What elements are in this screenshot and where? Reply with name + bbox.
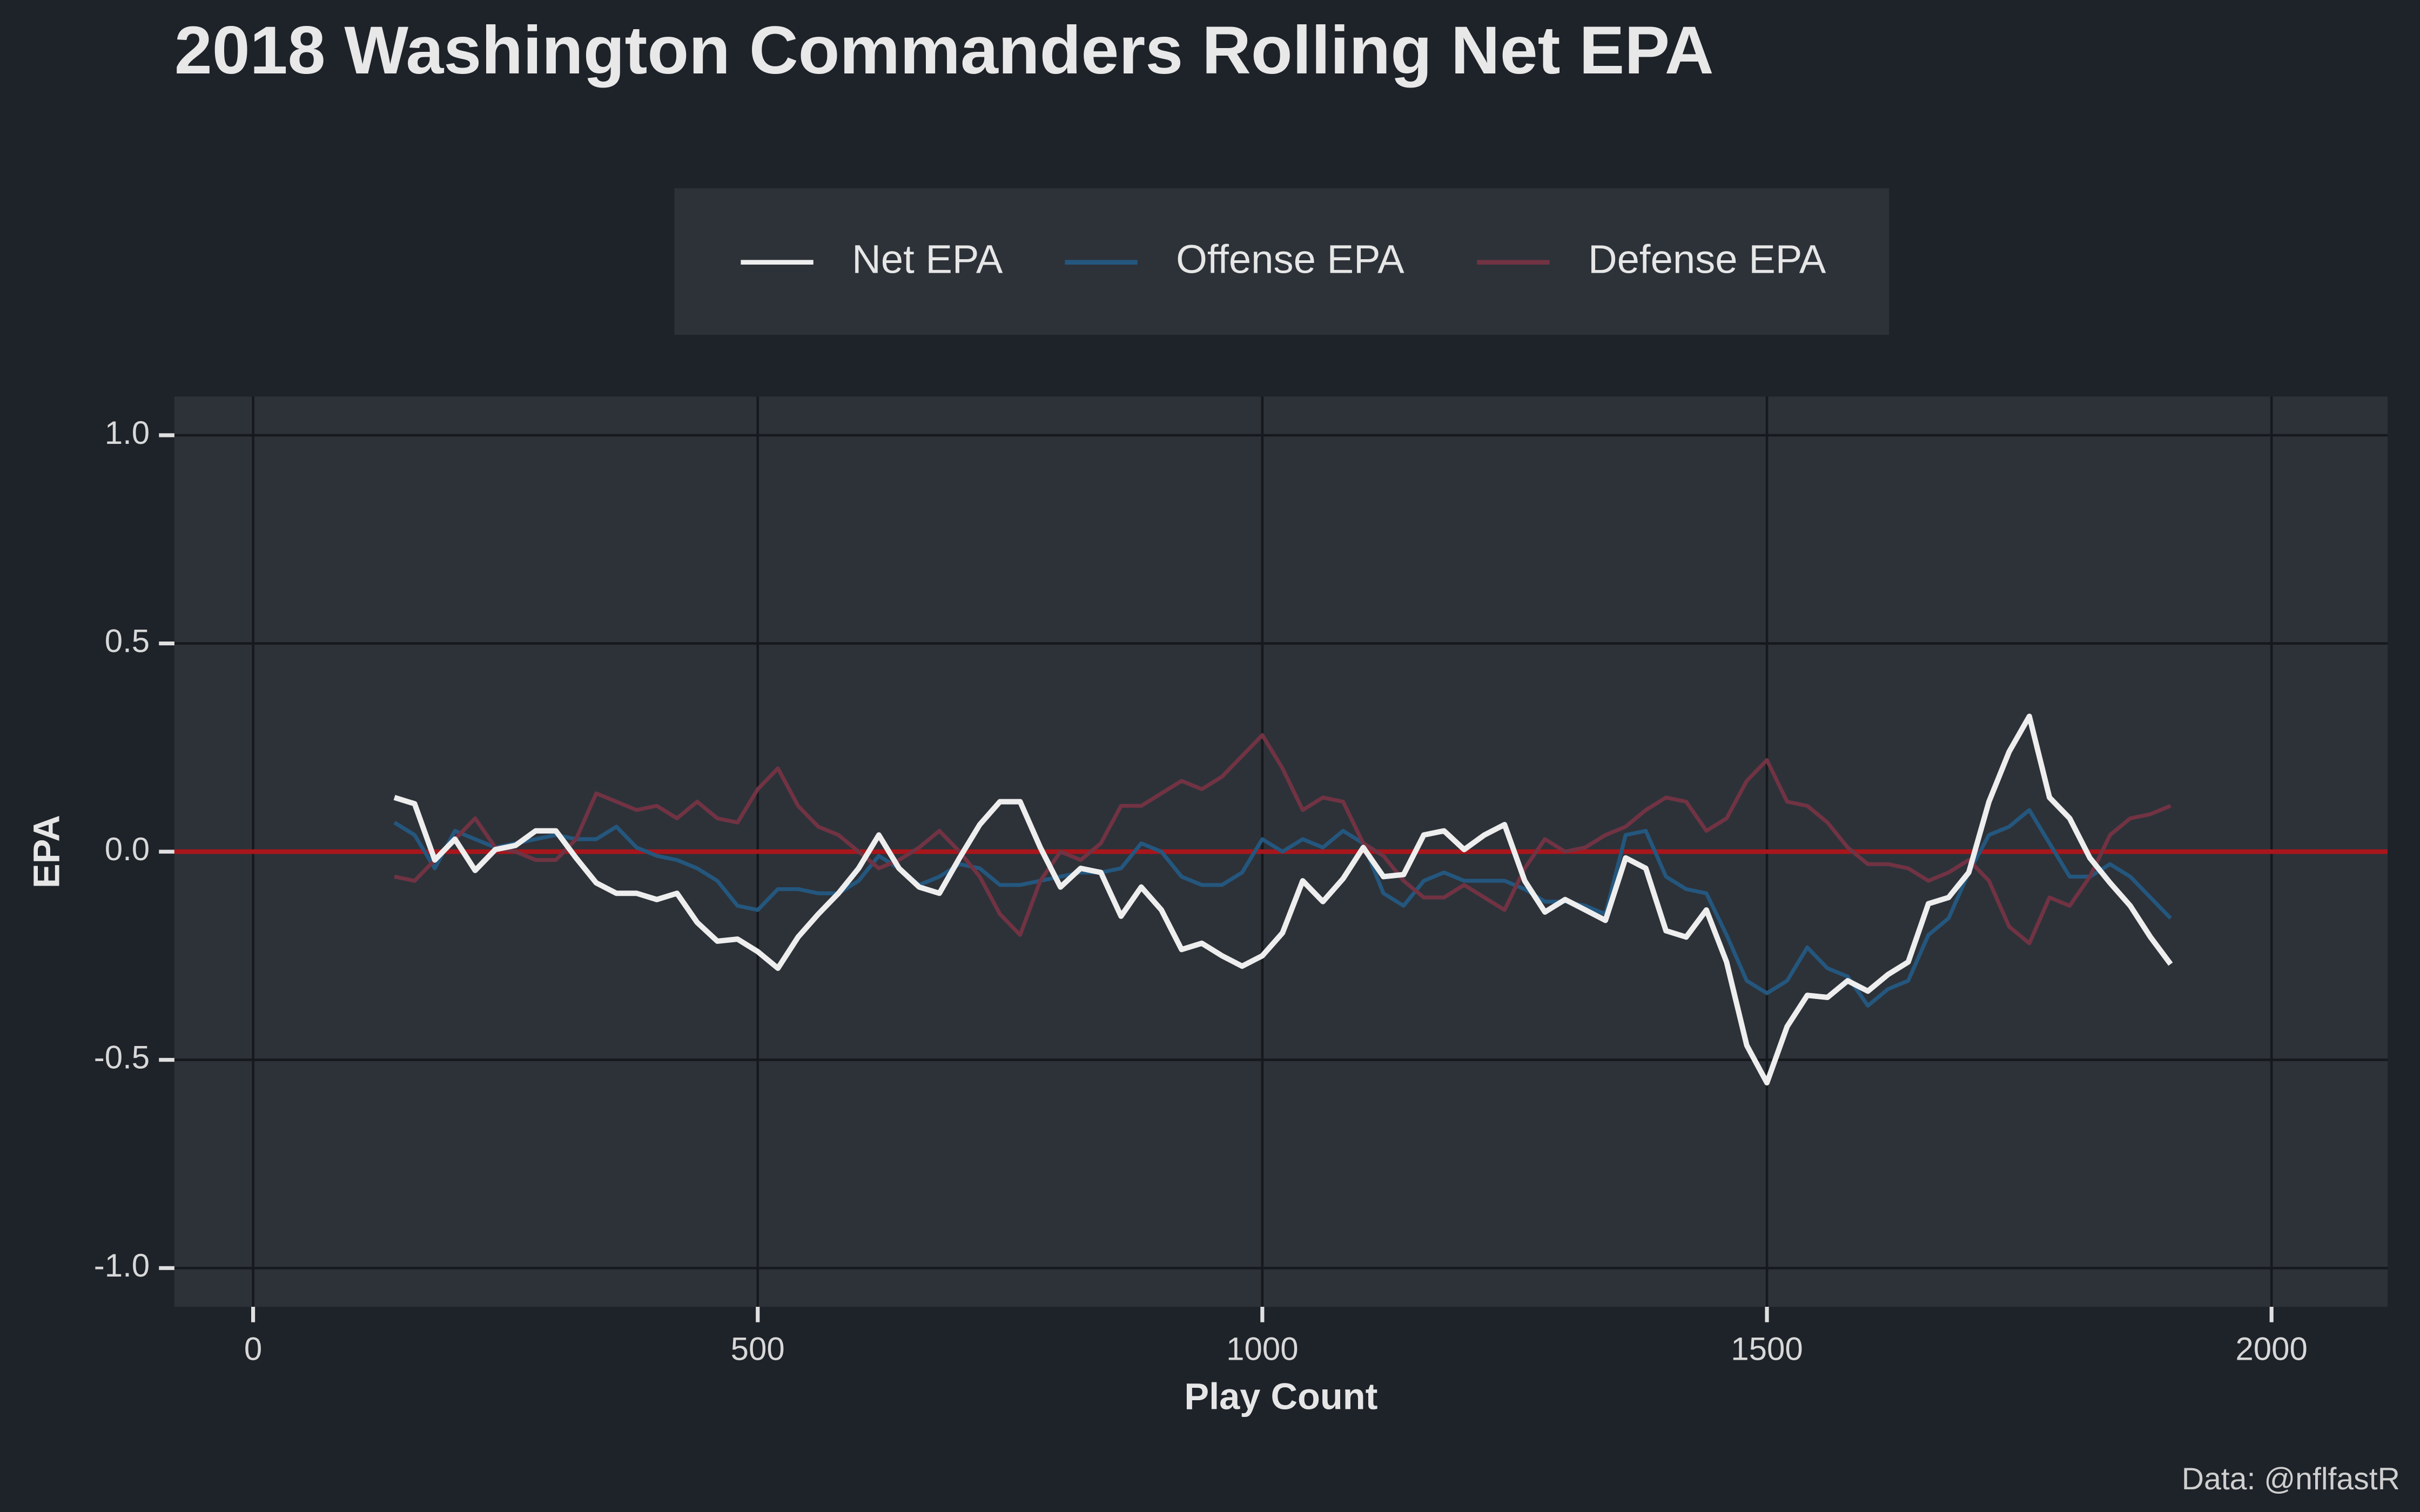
x-axis-title: Play Count bbox=[1184, 1376, 1377, 1418]
series-line bbox=[393, 808, 2172, 1008]
caption: Data: @nflfastR bbox=[2182, 1462, 2400, 1496]
legend-label: Offense EPA bbox=[1176, 237, 1404, 281]
y-axis-title: EPA bbox=[26, 815, 68, 888]
x-tick-label: 1500 bbox=[1731, 1331, 1803, 1367]
x-tick-label: 2000 bbox=[2235, 1331, 2307, 1367]
x-tick-label: 0 bbox=[244, 1331, 262, 1367]
y-tick-label: 0.0 bbox=[105, 831, 150, 867]
x-tick-label: 1000 bbox=[1226, 1331, 1298, 1367]
series-line bbox=[393, 713, 2173, 1086]
series-line bbox=[394, 733, 2172, 946]
x-tick-label: 500 bbox=[731, 1331, 785, 1367]
legend-label: Defense EPA bbox=[1588, 237, 1826, 281]
y-tick-label: 1.0 bbox=[105, 415, 150, 451]
legend-box bbox=[674, 188, 1890, 335]
y-tick-label: -1.0 bbox=[94, 1247, 150, 1284]
y-tick-label: -0.5 bbox=[94, 1040, 150, 1076]
chart-title: 2018 Washington Commanders Rolling Net E… bbox=[174, 12, 1714, 88]
y-tick-label: 0.5 bbox=[105, 623, 150, 659]
legend-label: Net EPA bbox=[852, 237, 1003, 281]
